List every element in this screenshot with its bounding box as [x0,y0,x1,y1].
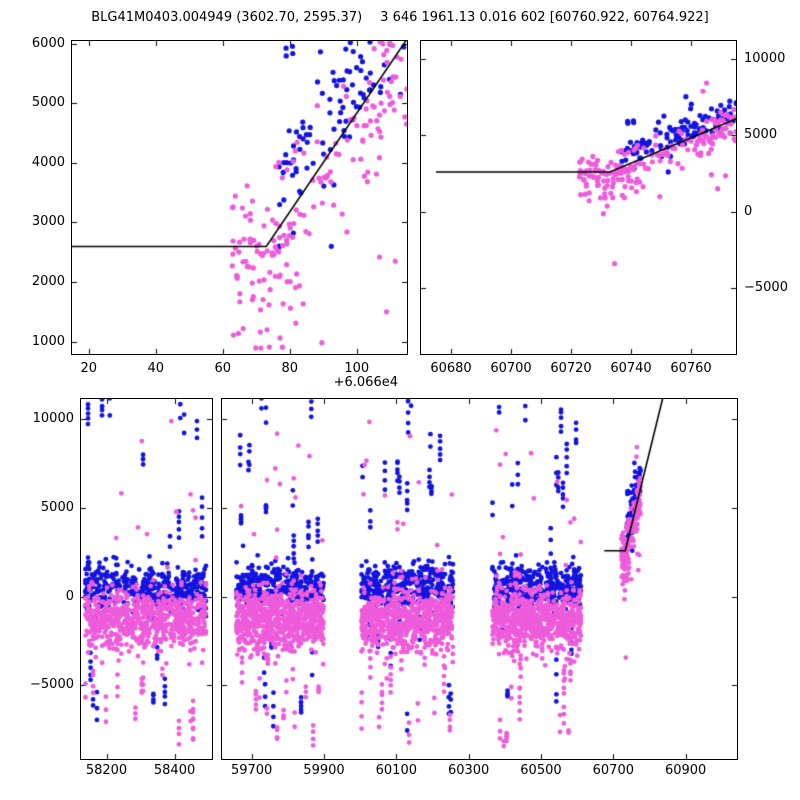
x-tick-label: 60300 [447,763,490,778]
y-tick-label: −5000 [744,279,788,295]
title-left-text: BLG41M0403.004949 (3602.70, 2595.37) [91,10,363,25]
y-tick-label: 0 [744,203,753,219]
y-tick-label: 10000 [744,51,786,67]
y-tick-label: −5000 [30,677,74,693]
panel-bottom-right [221,398,738,760]
x-tick-label: 60720 [550,361,592,376]
title-right-text: 3 646 1961.13 0.016 602 [60760.922, 6076… [380,10,709,25]
x-tick-label: 58200 [85,763,128,778]
y-tick-label: 4000 [31,154,65,170]
y-tick-label: 3000 [31,214,65,230]
x-tick-label: 60100 [375,763,417,778]
x-tick-label: 60500 [520,763,562,778]
y-tick-label: 6000 [31,35,65,51]
plot-canvas-bottom-right [222,399,737,759]
plot-canvas-bottom-left [81,399,212,759]
figure-title: BLG41M0403.004949 (3602.70, 2595.37) 3 64… [0,10,800,25]
y-tick-label: 2000 [31,273,65,289]
panel-top-left [71,40,408,355]
plot-canvas-top-left [72,41,407,354]
x-tick-label: 60680 [430,361,472,376]
x-tick-label: 60700 [592,763,634,778]
y-tick-label: 10000 [32,411,74,427]
x-tick-label: 60 [214,361,232,376]
panel-top-right [420,40,737,355]
x-tick-label: 40 [147,361,165,376]
x-tick-label: 60700 [490,361,532,376]
x-tick-label: 100 [344,361,370,376]
y-tick-label: 5000 [744,127,778,143]
x-tick-label: 60740 [610,361,652,376]
x-tick-label: 59700 [230,763,273,778]
y-tick-label: 1000 [31,333,65,349]
x-offset-label: +6.066e4 [333,375,398,390]
x-tick-label: 58400 [153,763,196,778]
x-tick-label: 20 [80,361,98,376]
y-tick-label: 5000 [40,500,74,516]
x-tick-label: 59900 [303,763,345,778]
x-tick-label: 60900 [664,763,707,778]
x-tick-label: 60760 [670,361,712,376]
panel-bottom-left [80,398,213,760]
y-tick-label: 0 [65,588,74,604]
x-tick-label: 80 [281,361,299,376]
y-tick-label: 5000 [31,95,65,111]
plot-canvas-top-right [421,41,736,354]
